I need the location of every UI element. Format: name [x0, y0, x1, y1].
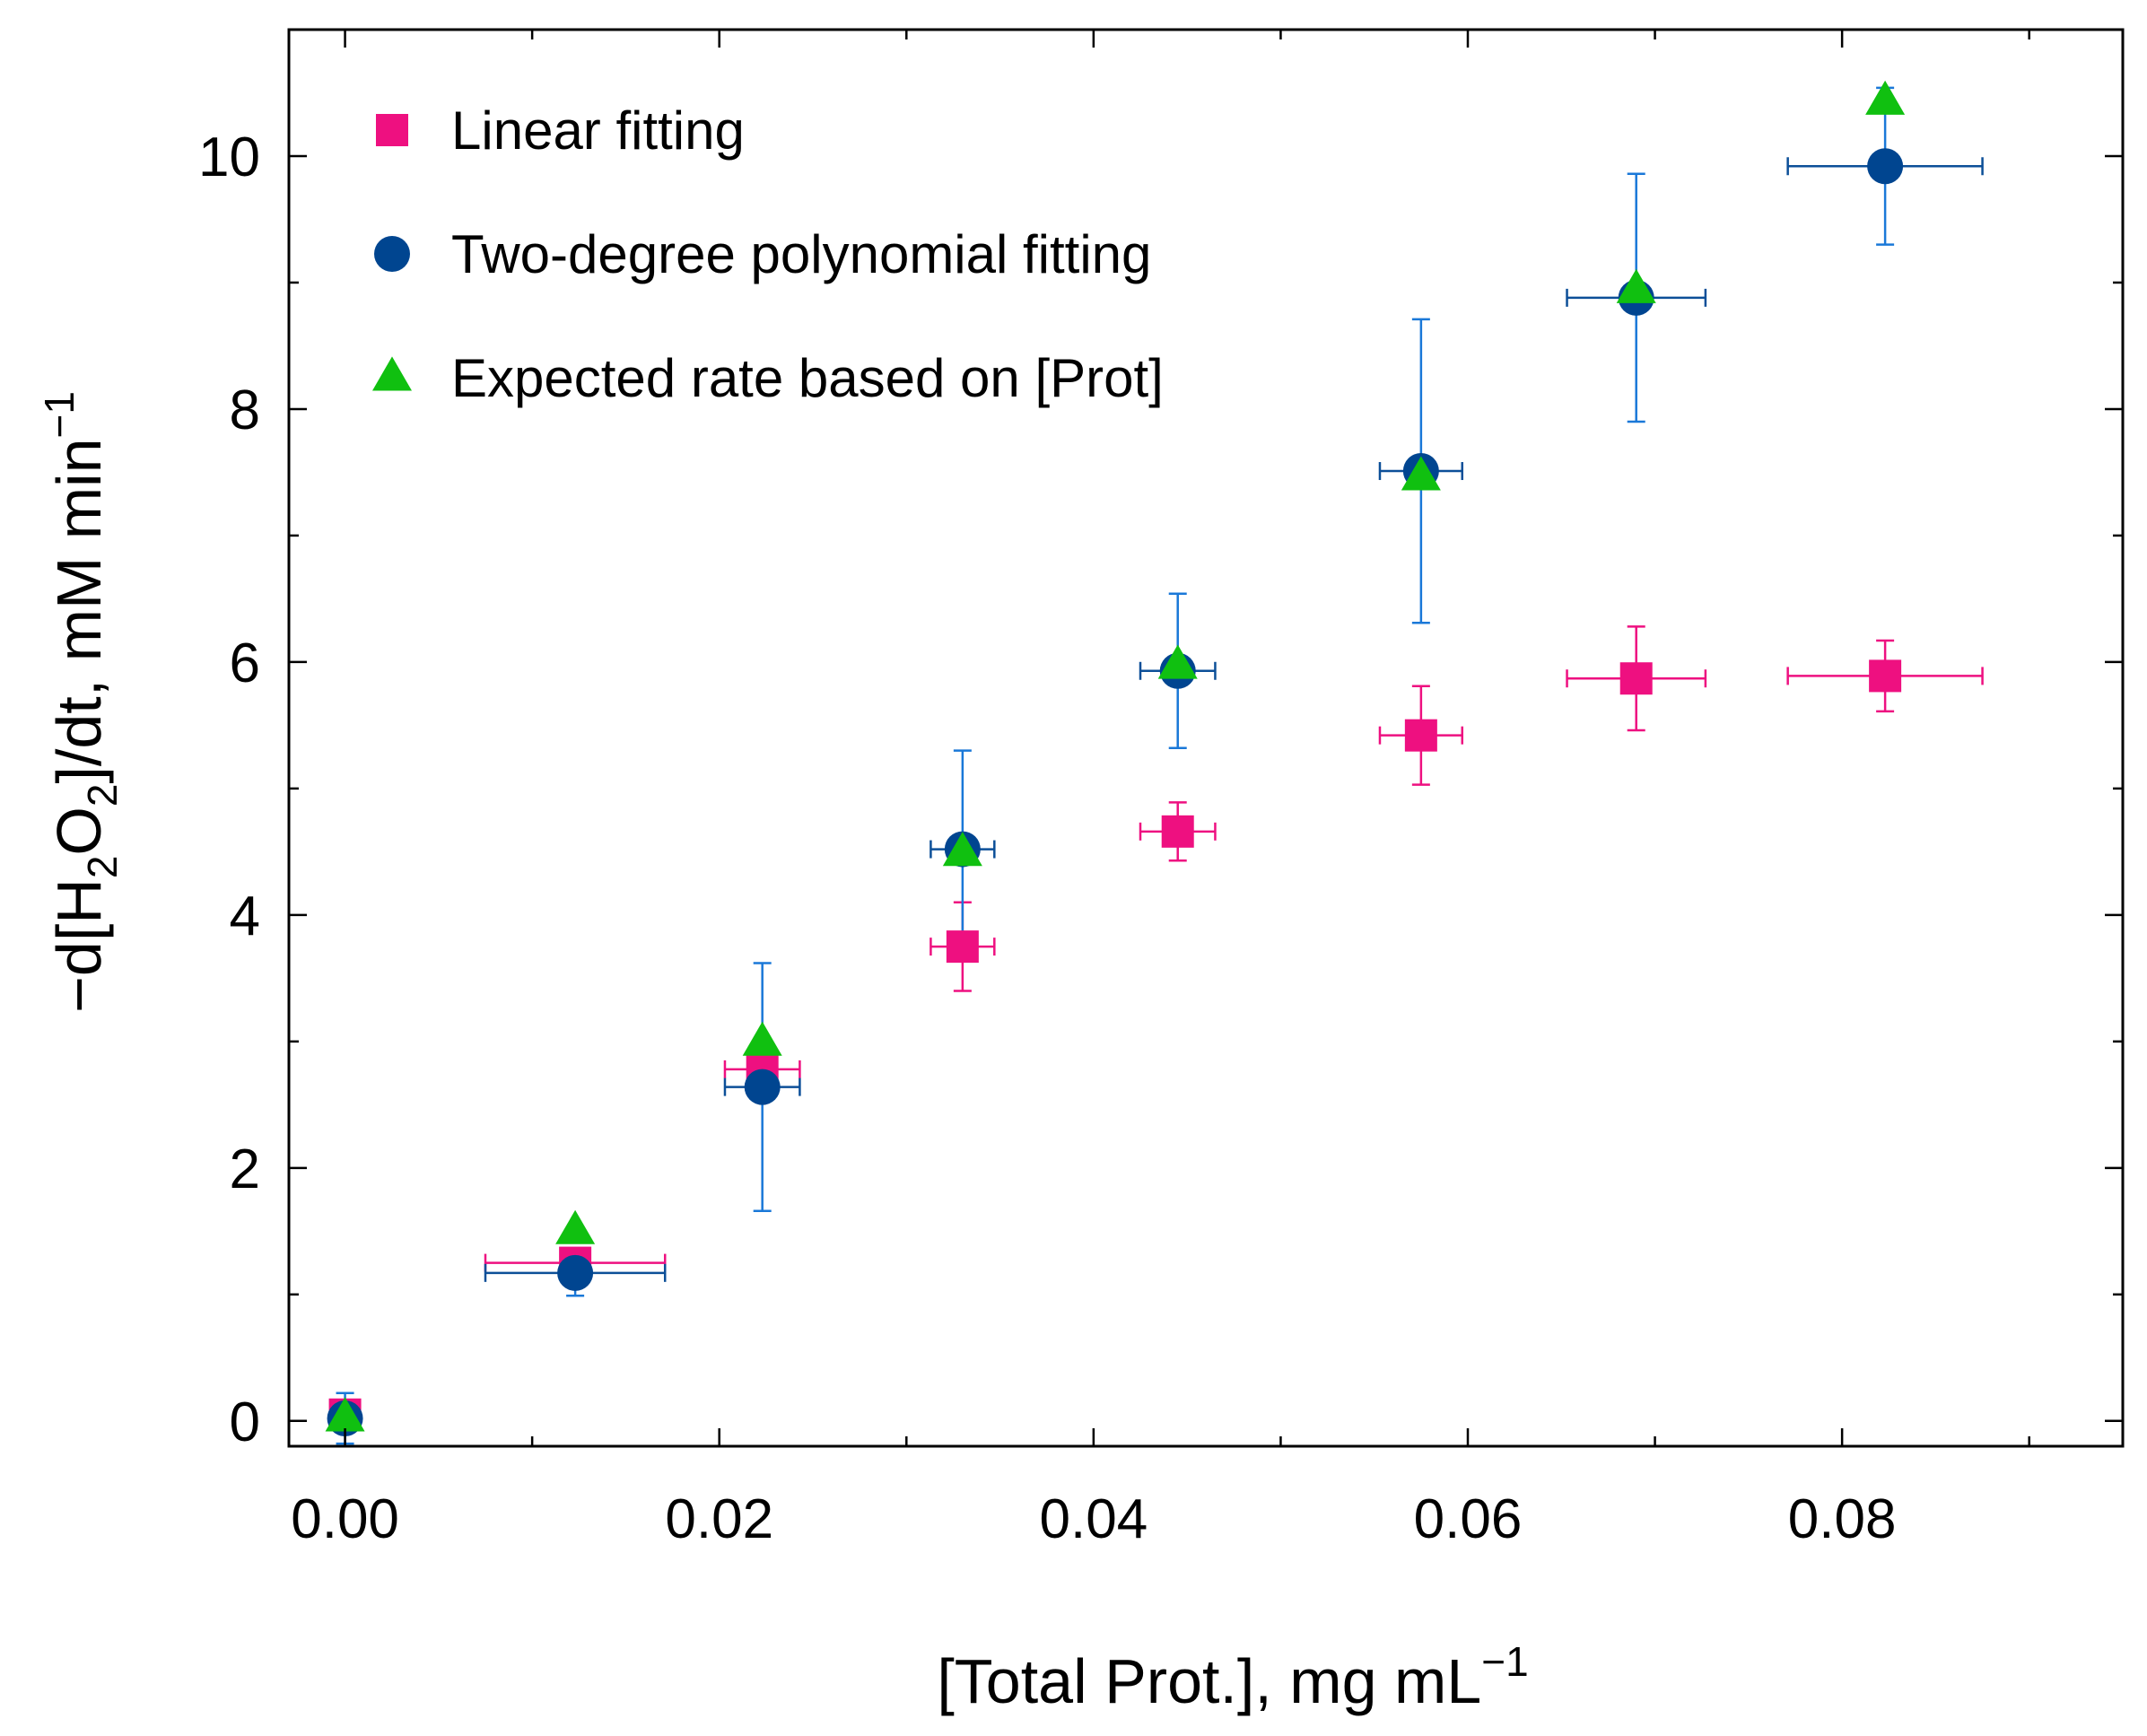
y-tick-label: 8	[230, 379, 260, 441]
plot-marks	[325, 80, 1984, 1445]
legend: Linear fitting Two-degree polynomial fitt…	[372, 100, 1164, 408]
data-point-square	[1404, 719, 1437, 752]
legend-marker-triangle	[372, 356, 412, 391]
x-axis-title: [Total Prot.], mg mL−1	[937, 1638, 1528, 1716]
data-point-square	[946, 930, 979, 964]
legend-item: Linear fitting	[376, 100, 745, 161]
x-tick-label: 0.08	[1788, 1488, 1897, 1550]
data-point-circle	[1867, 148, 1904, 185]
x-tick-label: 0.02	[665, 1488, 773, 1550]
data-point-triangle	[942, 832, 982, 867]
y-tick-label: 10	[198, 126, 260, 188]
data-point-triangle	[742, 1021, 782, 1056]
y-tick-label: 6	[230, 632, 260, 694]
y-axis-title: −d[H2O2]/dt, mM min−1	[36, 391, 126, 1013]
x-tick-label: 0.06	[1414, 1488, 1523, 1550]
legend-item: Two-degree polynomial fitting	[374, 224, 1151, 284]
legend-label: Two-degree polynomial fitting	[451, 224, 1151, 284]
legend-marker-square	[376, 114, 408, 146]
data-point-circle	[744, 1069, 781, 1105]
data-point-square	[1619, 662, 1653, 695]
data-point-triangle	[1616, 268, 1656, 303]
legend-label: Expected rate based on [Prot]	[451, 348, 1164, 408]
data-point-triangle	[1865, 80, 1906, 115]
plot-frame	[287, 28, 2125, 1448]
axis-ticks: 0.00 0.02 0.04 0.06 0.08 0 2 4 6 8 10	[198, 30, 2123, 1550]
y-tick-label: 2	[230, 1138, 260, 1200]
data-point-triangle	[1157, 644, 1198, 679]
data-point-triangle	[325, 1397, 365, 1432]
y-tick-label: 0	[230, 1391, 260, 1453]
data-point-triangle	[555, 1209, 596, 1244]
data-point-square	[1869, 659, 1902, 693]
data-point-square	[1161, 815, 1194, 848]
x-tick-label: 0.04	[1040, 1488, 1148, 1550]
data-point-triangle	[1401, 456, 1441, 491]
data-point-circle	[557, 1254, 594, 1291]
legend-label: Linear fitting	[451, 100, 745, 161]
x-tick-label: 0.00	[291, 1488, 399, 1550]
series-2-points	[325, 80, 1906, 1432]
legend-marker-circle	[374, 236, 410, 272]
y-tick-label: 4	[230, 885, 260, 947]
legend-item: Expected rate based on [Prot]	[372, 348, 1164, 408]
